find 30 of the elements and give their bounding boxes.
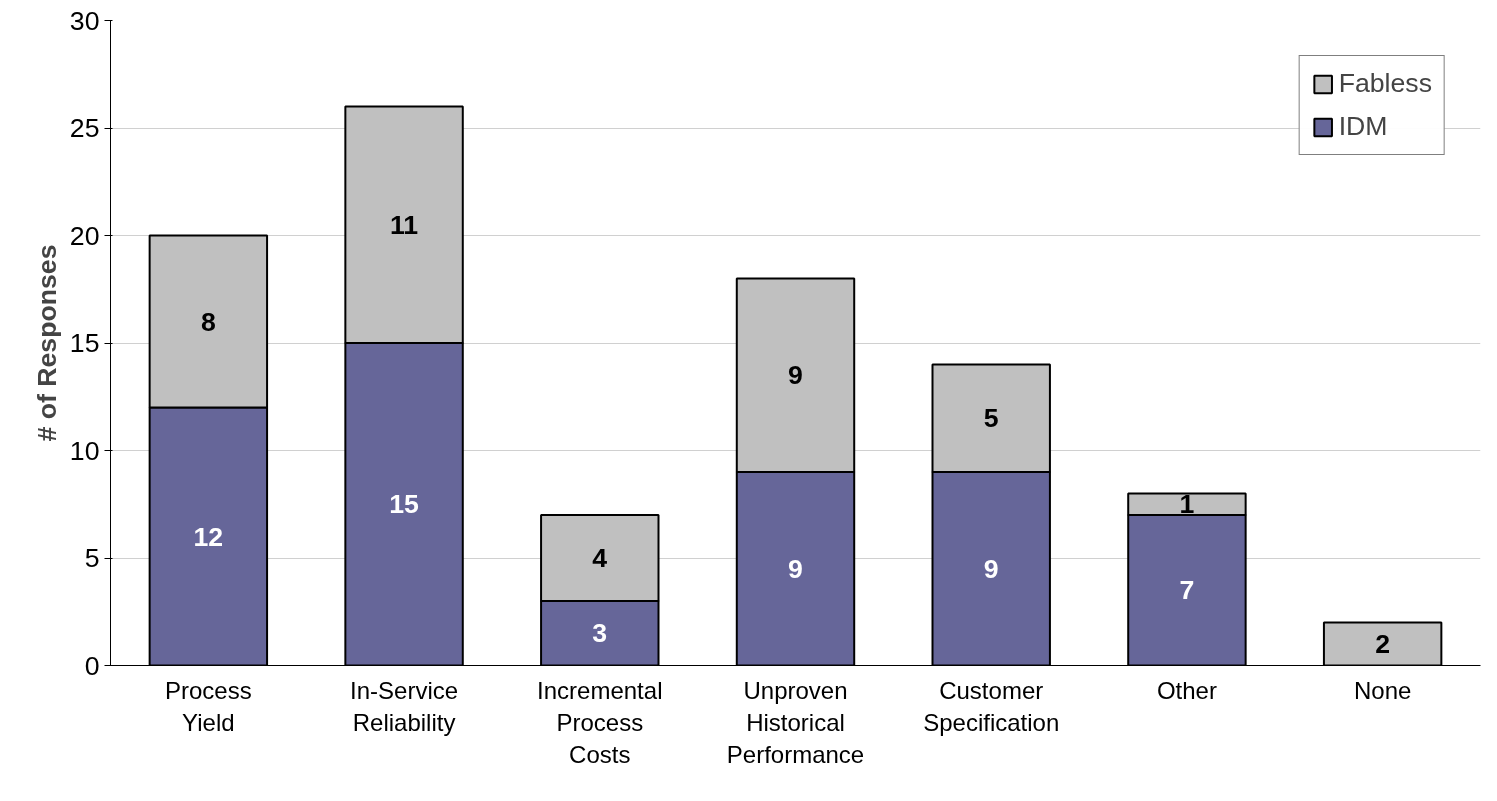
x-tick-label: Customer Specification (923, 676, 1060, 736)
x-tick-label: Incremental Process Costs (537, 676, 663, 769)
data-label: 7 (1179, 575, 1195, 606)
y-tick-label: 20 (69, 220, 100, 251)
y-tick-label: 15 (69, 328, 100, 358)
data-label: 9 (788, 360, 803, 391)
y-tick-label: 10 (69, 435, 100, 466)
x-tick-label: None (1353, 676, 1412, 704)
x-tick-label: Other (1156, 676, 1217, 704)
x-tick-label: In-Service Reliability (350, 676, 459, 736)
y-tick-label: 0 (84, 650, 100, 681)
y-tick-label: 5 (84, 543, 100, 573)
data-label: 12 (193, 521, 224, 552)
y-tick-label: 25 (69, 113, 100, 143)
legend-label: Fabless (1338, 68, 1432, 99)
legend-label: IDM (1338, 111, 1388, 142)
data-label: 15 (389, 489, 420, 520)
data-label: 5 (983, 403, 999, 434)
data-label: 3 (592, 618, 608, 649)
y-axis-title: # of Responses (31, 244, 62, 442)
y-tick-label: 30 (69, 5, 100, 36)
data-label: 2 (1375, 629, 1391, 659)
data-label: 1 (1179, 489, 1195, 520)
x-tick-label: Process Yield (165, 676, 252, 736)
data-label: 4 (592, 543, 608, 573)
x-tick-label: Unproven Historical Performance (726, 676, 865, 769)
data-label: 8 (200, 306, 216, 337)
data-label: 11 (389, 209, 419, 240)
data-label: 9 (788, 553, 803, 584)
data-label: 9 (983, 553, 999, 584)
